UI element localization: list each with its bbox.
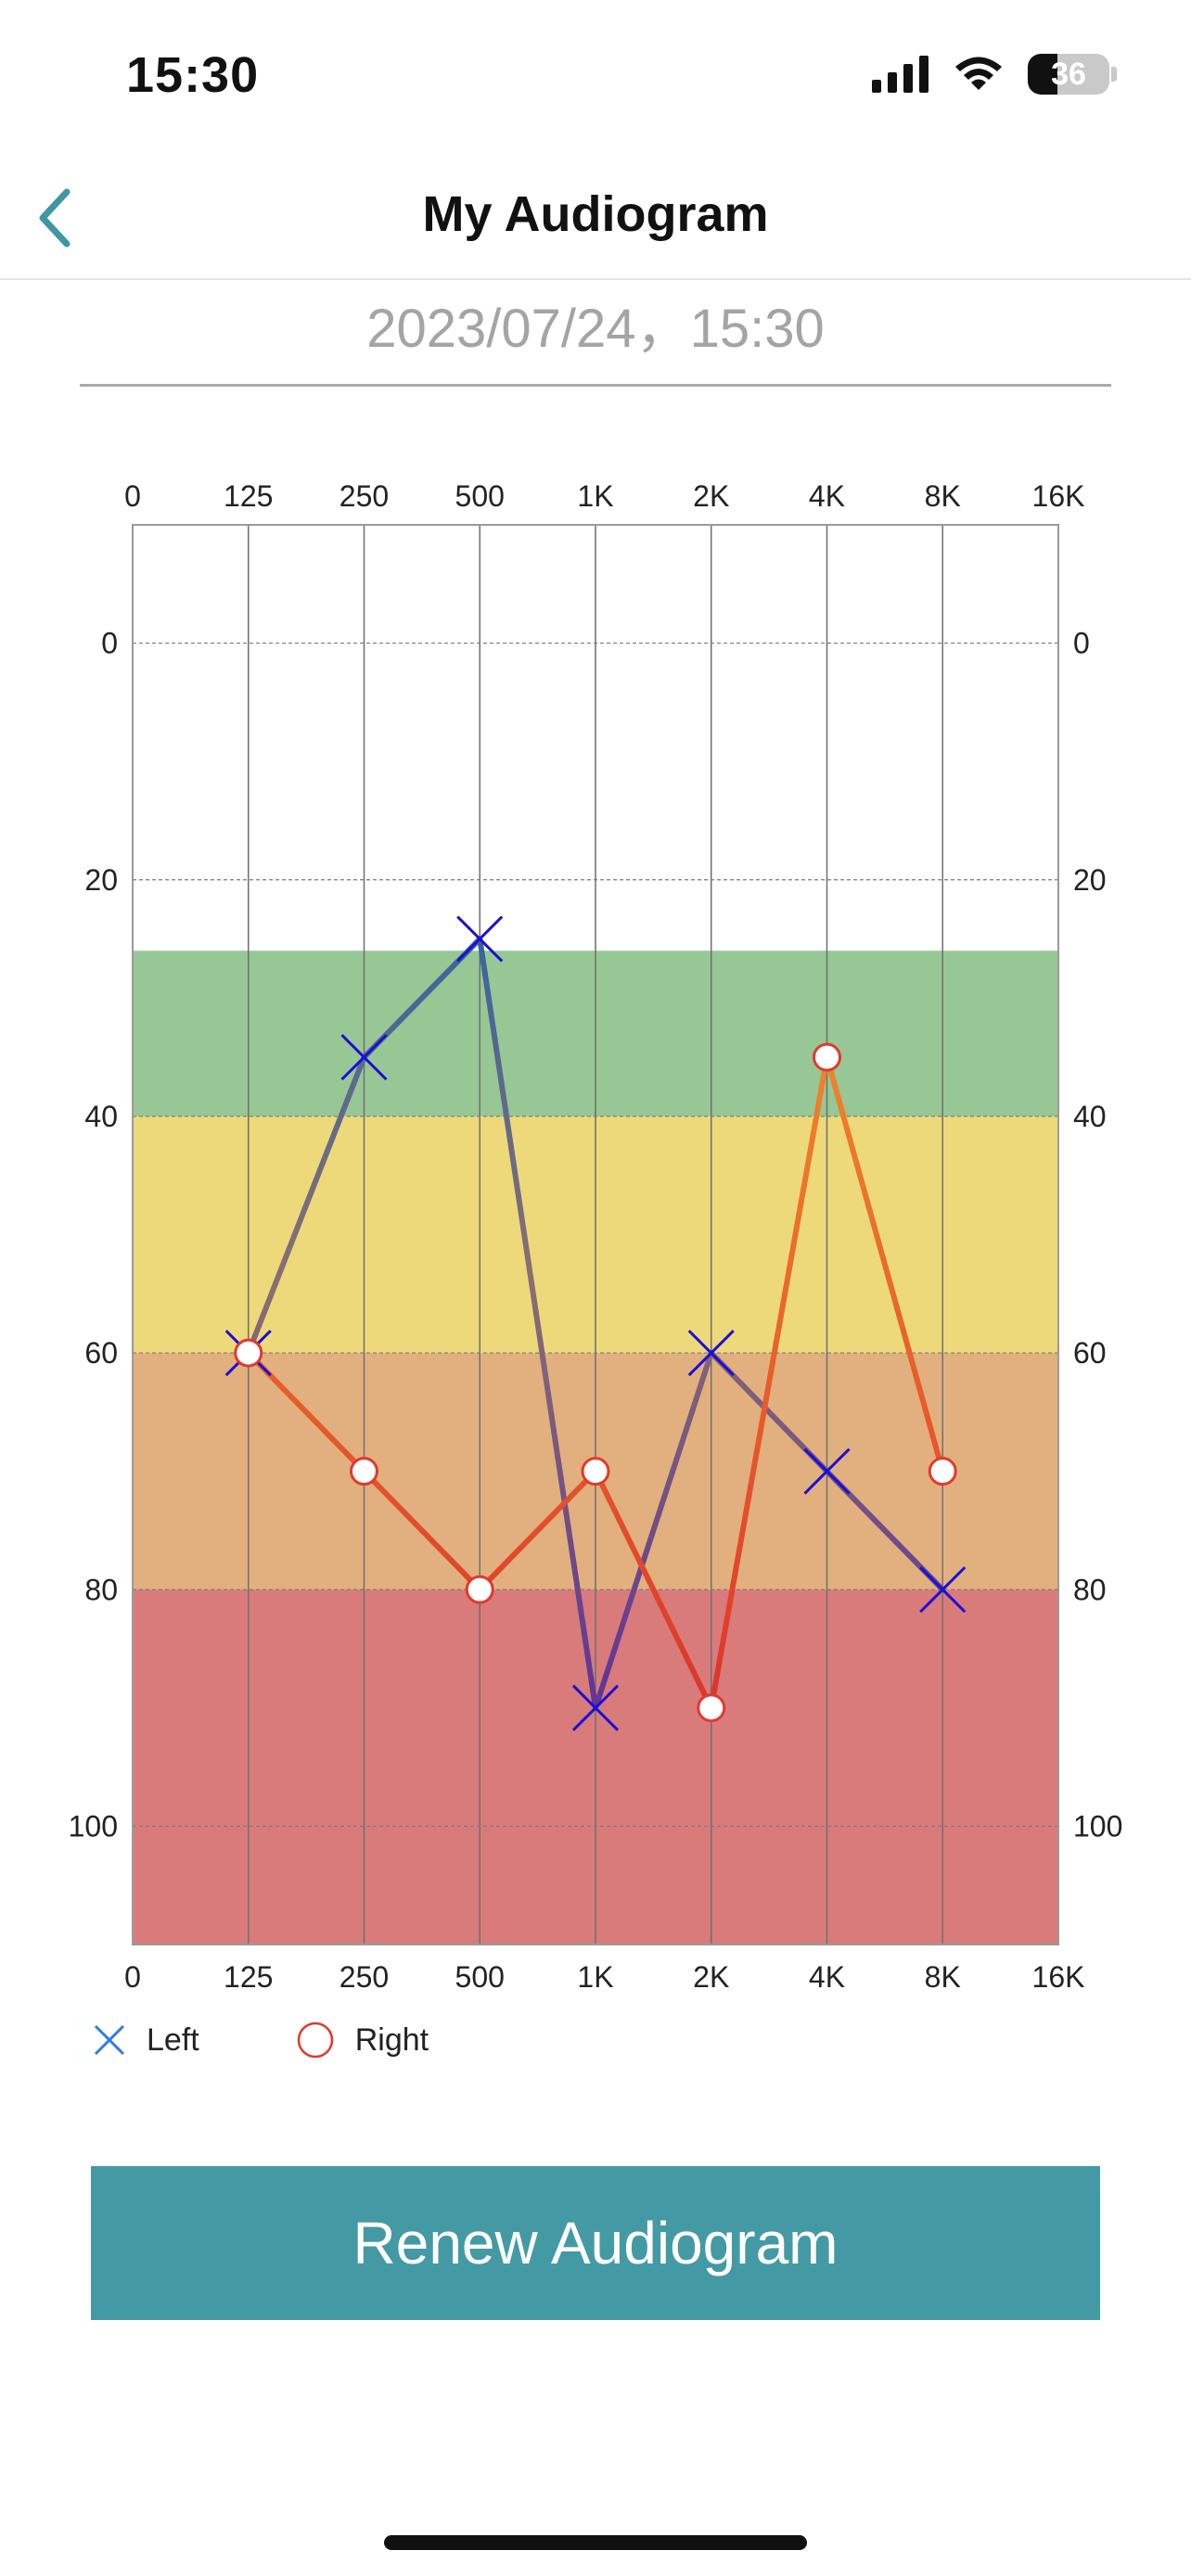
- x-tick-label-bottom: 16K: [1032, 1960, 1085, 1994]
- data-point-right: [581, 1457, 610, 1486]
- x-tick-label-top: 250: [339, 479, 389, 513]
- data-point-right: [697, 1693, 726, 1723]
- x-tick-label-bottom: 250: [339, 1960, 389, 1994]
- page-title: My Audiogram: [422, 186, 769, 242]
- renew-audiogram-button[interactable]: Renew Audiogram: [91, 2166, 1100, 2320]
- x-tick-label-bottom: 500: [455, 1960, 505, 1994]
- cross-marker-stroke: [571, 1684, 620, 1731]
- data-point-right: [350, 1457, 378, 1486]
- data-point-left: [456, 915, 504, 963]
- x-tick-label-top: 0: [124, 479, 141, 513]
- cross-marker-stroke: [919, 1566, 967, 1613]
- data-point-left: [919, 1566, 967, 1613]
- home-indicator: [384, 2535, 807, 2550]
- date-text: 2023/07/24，15:30: [366, 299, 825, 359]
- legend-item-left: Left: [93, 2022, 199, 2059]
- cross-marker-stroke: [456, 915, 504, 963]
- legend-label-right: Right: [354, 2021, 429, 2058]
- y-tick-label-left: 80: [84, 1573, 118, 1606]
- battery-icon: 36: [1028, 54, 1109, 95]
- legend-label-left: Left: [147, 2021, 199, 2058]
- plot-border: [132, 524, 1059, 1945]
- data-point-right: [928, 1457, 957, 1486]
- status-time: 15:30: [126, 47, 260, 103]
- x-tick-label-top: 1K: [577, 479, 613, 513]
- x-tick-label-top: 500: [455, 479, 505, 513]
- data-point-left: [803, 1447, 851, 1495]
- data-point-left: [340, 1034, 388, 1081]
- y-tick-label-left: 40: [84, 1100, 118, 1133]
- cross-marker-stroke: [687, 1330, 735, 1377]
- x-tick-label-bottom: 125: [224, 1960, 273, 1994]
- wifi-icon: [955, 57, 1002, 90]
- y-tick-label-right: 60: [1073, 1336, 1107, 1370]
- status-bar: 15:30 36: [0, 0, 1191, 158]
- y-tick-label-right: 100: [1073, 1809, 1122, 1843]
- data-point-left: [687, 1330, 735, 1377]
- date-field: 2023/07/24，15:30: [80, 287, 1111, 387]
- data-point-right: [465, 1575, 494, 1604]
- x-tick-label-top: 4K: [809, 479, 845, 513]
- y-tick-label-right: 0: [1073, 627, 1090, 660]
- cross-marker-icon: [94, 2024, 125, 2056]
- data-point-right: [234, 1338, 263, 1368]
- cross-marker-stroke: [340, 1034, 388, 1081]
- x-tick-label-top: 8K: [925, 479, 961, 513]
- audiogram-chart: 0 0 20 20 40 40 60 60 80 80 100 100 0 0 125 125 250 250 50…: [69, 479, 1123, 1994]
- battery-cap: [1111, 67, 1117, 82]
- x-tick-label-top: 125: [224, 479, 273, 513]
- data-point-left: [571, 1684, 620, 1731]
- y-tick-label-left: 60: [84, 1336, 118, 1370]
- legend-item-right: Right: [296, 2021, 429, 2060]
- status-icons: 36: [872, 54, 1117, 95]
- data-point-right: [813, 1042, 841, 1072]
- circle-marker-icon: [297, 2021, 333, 2059]
- y-tick-label-left: 100: [69, 1809, 118, 1843]
- x-tick-label-bottom: 4K: [809, 1960, 845, 1994]
- y-tick-label-right: 80: [1073, 1573, 1107, 1606]
- battery-level: 36: [1051, 57, 1086, 92]
- x-tick-label-bottom: 8K: [925, 1960, 961, 1994]
- x-tick-label-bottom: 0: [124, 1960, 141, 1994]
- y-tick-label-left: 20: [84, 863, 118, 897]
- back-button[interactable]: [17, 176, 91, 260]
- y-tick-label-left: 0: [101, 627, 118, 660]
- y-tick-label-right: 40: [1073, 1100, 1107, 1133]
- x-tick-label-bottom: 1K: [577, 1960, 613, 1994]
- cross-marker-stroke: [803, 1447, 851, 1495]
- chevron-left-icon: [39, 188, 70, 248]
- chart-legend: Left Right: [93, 2017, 525, 2063]
- y-tick-label-right: 20: [1073, 863, 1107, 897]
- x-tick-label-top: 2K: [693, 479, 729, 513]
- signal-icon: [872, 56, 928, 93]
- x-tick-label-bottom: 2K: [693, 1960, 729, 1994]
- nav-bar: My Audiogram: [0, 158, 1191, 280]
- x-tick-label-top: 16K: [1032, 479, 1085, 513]
